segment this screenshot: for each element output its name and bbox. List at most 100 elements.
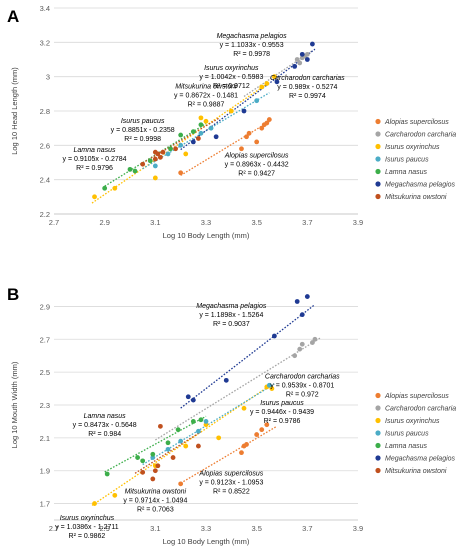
legend-marker-carcharodon-carcharias xyxy=(375,131,381,137)
legend-label-lamna-nasus: Lamna nasus xyxy=(385,443,428,450)
point-isurus-paucus xyxy=(165,446,171,452)
point-isurus-paucus xyxy=(208,125,214,131)
x-tick-label: 3.1 xyxy=(150,218,160,227)
legend-marker-isurus-oxyrinchus xyxy=(375,143,381,150)
legend-marker-alopias-supercilosus xyxy=(375,392,381,399)
legend-marker-alopias-supercilosus xyxy=(375,118,381,125)
species-name: Mitsukurina owstoni xyxy=(175,84,237,91)
point-lamna-nasus xyxy=(104,471,110,477)
legend-marker-isurus-paucus xyxy=(375,430,381,436)
legend-marker-lamna-nasus xyxy=(375,442,381,449)
point-alopias-supercilosus xyxy=(264,422,270,428)
point-isurus-oxyrinchus xyxy=(269,386,275,391)
point-carcharodon-carcharias xyxy=(297,346,303,352)
point-mitsukurina-owstoni xyxy=(152,468,158,474)
point-isurus-oxyrinchus xyxy=(183,443,189,449)
equation-label-lamna-nasus: Lamna nasus y = 0.8473x - 0.5648 R² = 0.98… xyxy=(73,413,137,438)
regression-equation: y = 1.1898x - 1.5264 xyxy=(199,312,263,319)
regression-equation: y = 0.989x - 0.5274 xyxy=(277,84,337,91)
point-alopias-supercilosus xyxy=(178,170,184,176)
x-axis-title: Log 10 Body Length (mm) xyxy=(163,231,250,240)
point-megachasma-pelagios xyxy=(304,57,310,62)
point-lamna-nasus xyxy=(190,419,196,424)
point-isurus-oxyrinchus xyxy=(198,115,204,121)
x-tick-label: 3.9 xyxy=(353,218,363,227)
legend-marker-isurus-oxyrinchus xyxy=(375,417,381,424)
point-alopias-supercilosus xyxy=(254,432,260,437)
point-isurus-oxyrinchus xyxy=(152,175,158,181)
point-lamna-nasus xyxy=(168,146,173,152)
y-tick-label: 3 xyxy=(46,73,50,82)
point-mitsukurina-owstoni xyxy=(196,136,201,141)
point-lamna-nasus xyxy=(198,417,204,423)
point-alopias-supercilosus xyxy=(259,427,265,433)
x-axis-title: Log 10 Body Length (mm) xyxy=(163,537,250,546)
point-megachasma-pelagios xyxy=(185,394,191,400)
point-carcharodon-carcharias xyxy=(299,341,305,347)
y-axis-title: Log 10 Mouth Width (mm) xyxy=(10,361,19,448)
point-isurus-paucus xyxy=(203,419,209,424)
point-isurus-paucus xyxy=(198,130,204,136)
x-tick-label: 3.3 xyxy=(201,524,211,533)
x-tick-label: 3.3 xyxy=(201,218,211,227)
legend-label-lamna-nasus: Lamna nasus xyxy=(385,169,428,176)
point-isurus-oxyrinchus xyxy=(259,84,265,90)
point-megachasma-pelagios xyxy=(292,63,298,69)
species-name: Megachasma pelagios xyxy=(217,33,288,40)
panel-label: B xyxy=(7,285,19,304)
trendline-lamna-nasus xyxy=(104,123,207,187)
y-tick-label: 2.5 xyxy=(40,368,50,377)
y-tick-label: 2.4 xyxy=(40,176,50,185)
legend-label-isurus-paucus: Isurus paucus xyxy=(385,157,429,164)
equation-label-carcharodon-carcharias: Carcharodon carcharias y = 0.989x - 0.527… xyxy=(270,75,345,100)
regression-equation: y = 0.8963x - 0.4432 xyxy=(225,161,289,168)
r-squared: R² = 0.9978 xyxy=(233,51,270,58)
point-lamna-nasus xyxy=(178,132,184,138)
trendline-isurus-oxyrinchus xyxy=(91,385,270,506)
regression-equation: y = 0.8672x - 0.1481 xyxy=(174,93,238,100)
equation-label-isurus-paucus: Isurus paucus y = 0.8851x - 0.2358 R² = 0.… xyxy=(111,118,175,143)
trendline-alopias-supercilosus xyxy=(180,120,270,176)
point-lamna-nasus xyxy=(127,166,133,172)
x-tick-label: 3.5 xyxy=(251,524,261,533)
y-tick-label: 2.8 xyxy=(40,107,50,116)
point-mitsukurina-owstoni xyxy=(155,151,161,157)
x-tick-label: 3.7 xyxy=(302,524,312,533)
species-name: Isurus oxyrinchus xyxy=(60,515,115,522)
point-alopias-supercilosus xyxy=(264,120,270,126)
point-isurus-oxyrinchus xyxy=(92,501,97,506)
regression-equation: y = 0.9714x - 1.0494 xyxy=(123,498,187,505)
point-mitsukurina-owstoni xyxy=(196,443,201,449)
legend-label-isurus-oxyrinchus: Isurus oxyrinchus xyxy=(385,418,440,425)
point-isurus-oxyrinchus xyxy=(92,194,97,200)
point-alopias-supercilosus xyxy=(244,134,249,140)
species-name: Isurus oxyrinchus xyxy=(204,65,259,72)
point-isurus-paucus xyxy=(254,98,260,104)
equation-label-isurus-oxyrinchus: Isurus oxyrinchus y = 1.0042x - 0.5983 R² … xyxy=(199,65,263,90)
equation-label-alopias-supercilosus: Alopias supercilosus y = 0.8963x - 0.4432… xyxy=(224,152,289,177)
regression-equation: y = 0.9105x - 0.2784 xyxy=(63,156,127,163)
point-megachasma-pelagios xyxy=(294,299,300,304)
point-isurus-oxyrinchus xyxy=(203,422,209,428)
species-name: Lamna nasus xyxy=(84,413,127,420)
y-tick-label: 1.9 xyxy=(40,467,50,476)
equation-label-isurus-paucus: Isurus paucus y = 0.9446x - 0.9439 R² = 0.… xyxy=(250,400,314,425)
legend-label-carcharodon-carcharias: Carcharodon carcharias xyxy=(385,406,456,413)
y-tick-label: 2.9 xyxy=(40,302,50,311)
regression-equation: y = 0.9446x - 0.9439 xyxy=(250,409,314,416)
point-lamna-nasus xyxy=(135,455,141,460)
equation-label-megachasma-pelagios: Megachasma pelagios y = 1.1898x - 1.5264 R… xyxy=(196,303,267,328)
point-carcharodon-carcharias xyxy=(312,336,318,342)
trendline-isurus-oxyrinchus xyxy=(91,81,270,204)
equation-label-alopias-supercilosus: Alopias supercilosus y = 0.9123x - 1.0953… xyxy=(198,471,263,496)
x-tick-label: 3.1 xyxy=(150,524,160,533)
point-megachasma-pelagios xyxy=(274,79,280,85)
point-mitsukurina-owstoni xyxy=(158,154,163,160)
point-alopias-supercilosus xyxy=(244,442,249,447)
point-isurus-oxyrinchus xyxy=(203,118,209,124)
legend-marker-carcharodon-carcharias xyxy=(375,405,381,411)
r-squared: R² = 0.9974 xyxy=(289,93,326,100)
point-megachasma-pelagios xyxy=(299,312,305,318)
point-mitsukurina-owstoni xyxy=(170,455,176,460)
equation-label-megachasma-pelagios: Megachasma pelagios y = 1.1033x - 0.9553 R… xyxy=(217,33,288,58)
